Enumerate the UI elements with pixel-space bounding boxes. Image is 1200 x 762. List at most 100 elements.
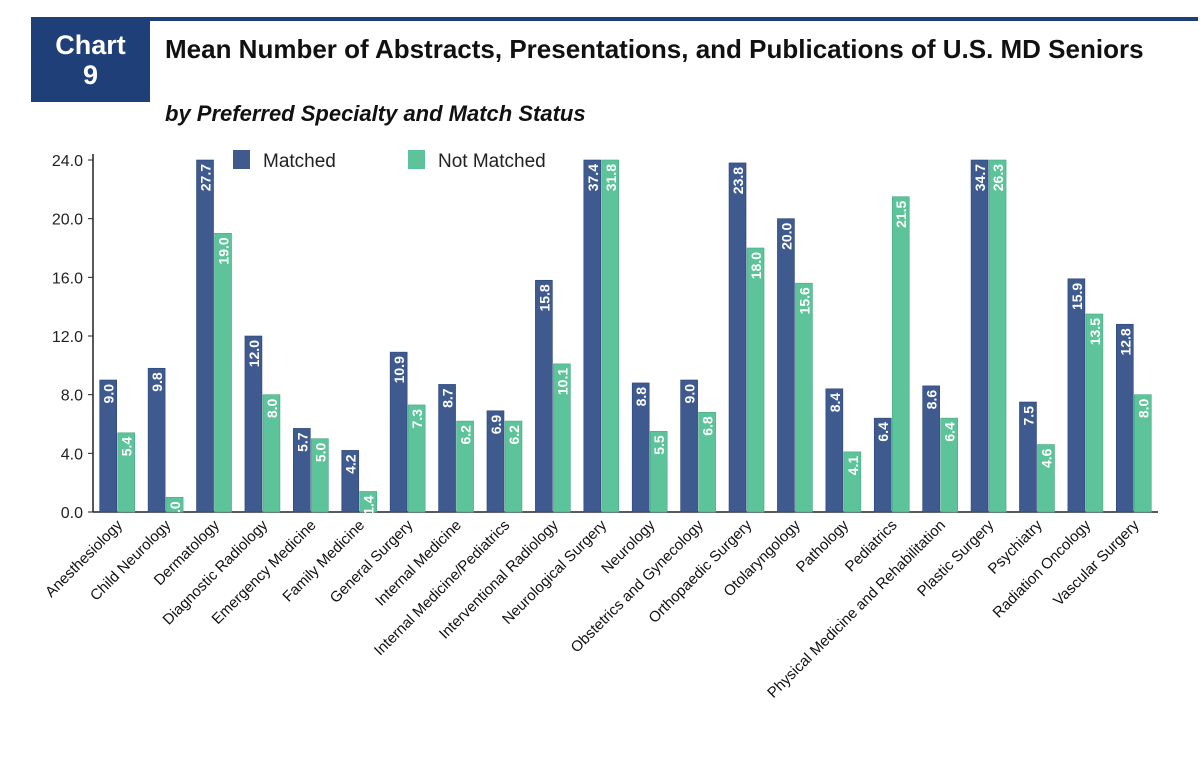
bar-value-label: 6.4 xyxy=(875,422,891,442)
bar-not-matched xyxy=(214,233,232,513)
bar-value-label: 4.2 xyxy=(343,454,359,474)
bar-value-label: 8.6 xyxy=(924,390,940,410)
bar-matched xyxy=(293,428,311,513)
bar-not-matched xyxy=(262,394,281,513)
bar-value-label: 27.7 xyxy=(198,164,214,191)
bar-matched xyxy=(486,410,505,513)
bar-value-label: 7.3 xyxy=(409,409,425,429)
x-tick-label: Vascular Surgery xyxy=(1050,516,1143,609)
x-tick-label: General Surgery xyxy=(327,516,417,606)
bar-not-matched xyxy=(407,404,426,513)
bar-value-label: 6.4 xyxy=(942,422,958,442)
bar-not-matched xyxy=(746,247,765,513)
bar-value-label: 9.0 xyxy=(682,384,698,404)
bar-matched xyxy=(196,159,214,513)
y-tick-label: 4.0 xyxy=(61,446,83,463)
header-rule xyxy=(150,17,1198,21)
bar-value-label: 1.4 xyxy=(361,495,377,515)
x-tick-label: Pathology xyxy=(793,516,853,576)
bar-matched xyxy=(873,417,892,513)
bar-value-label: 15.6 xyxy=(796,287,812,314)
legend-label-not-matched: Not Matched xyxy=(438,151,546,172)
chart-subtitle: by Preferred Specialty and Match Status xyxy=(165,101,586,126)
bar-not-matched xyxy=(891,196,910,513)
bar-matched xyxy=(631,382,650,513)
bar-value-label: 18.0 xyxy=(748,252,764,279)
bar-not-matched xyxy=(649,431,668,513)
x-tick-label: Internal Medicine xyxy=(372,517,465,610)
bar-not-matched xyxy=(504,420,523,513)
bar-not-matched xyxy=(988,159,1007,513)
bar-not-matched xyxy=(456,420,474,513)
legend-swatch-not-matched xyxy=(408,150,425,169)
bar-value-label: 23.8 xyxy=(730,167,746,194)
bar-value-label: 4.6 xyxy=(1038,448,1054,468)
bar-matched xyxy=(728,162,747,513)
bar-value-label: 13.5 xyxy=(1087,318,1103,345)
bar-value-label: 8.0 xyxy=(1135,398,1151,418)
bar-not-matched xyxy=(165,497,184,513)
bar-value-label: 12.8 xyxy=(1117,328,1133,355)
bar-matched xyxy=(825,388,844,513)
badge-label: Chart xyxy=(55,30,126,60)
bar-value-label: 5.7 xyxy=(294,432,310,452)
bar-value-label: 5.4 xyxy=(119,437,135,457)
bar-value-label: 12.0 xyxy=(246,340,262,367)
bar-value-label: 7.5 xyxy=(1020,406,1036,426)
bar-not-matched xyxy=(601,159,620,513)
bar-not-matched xyxy=(1037,444,1055,513)
y-tick-label: 0.0 xyxy=(61,505,83,522)
bar-not-matched xyxy=(940,417,958,513)
bar-matched xyxy=(389,351,408,513)
bar-value-label: 9.0 xyxy=(101,384,117,404)
x-tick-label: Family Medicine xyxy=(279,517,368,606)
bar-value-label: 10.9 xyxy=(391,356,407,383)
bar-not-matched xyxy=(795,282,813,513)
bar-value-label: 10.1 xyxy=(554,368,570,395)
bar-not-matched xyxy=(311,438,329,513)
bar-matched xyxy=(244,335,263,513)
bar-value-label: 6.2 xyxy=(506,425,522,445)
y-tick-label: 8.0 xyxy=(61,388,83,405)
bar-not-matched xyxy=(1133,394,1152,513)
chart-title: Mean Number of Abstracts, Presentations,… xyxy=(165,34,1144,64)
bar-not-matched xyxy=(117,432,136,513)
bar-value-label: 8.0 xyxy=(264,398,280,418)
bar-matched xyxy=(1067,278,1086,513)
bar-matched xyxy=(1019,401,1037,513)
bar-value-label: 19.0 xyxy=(216,237,232,264)
bar-not-matched xyxy=(553,363,571,513)
bar-value-label: 37.4 xyxy=(585,164,601,191)
bar-value-label: 6.2 xyxy=(458,425,474,445)
bar-matched xyxy=(583,159,602,513)
chart-number-badge: Chart 9 xyxy=(31,17,150,102)
bar-value-label: 4.1 xyxy=(845,456,861,476)
bar-value-label: 21.5 xyxy=(893,200,909,227)
bar-value-label: 6.8 xyxy=(700,416,716,436)
y-tick-label: 20.0 xyxy=(52,212,83,229)
bar-value-label: 6.9 xyxy=(488,415,504,435)
bar-matched xyxy=(680,379,698,513)
bar-value-label: 8.8 xyxy=(633,387,649,407)
bar-not-matched xyxy=(698,411,716,513)
bar-not-matched xyxy=(843,451,862,513)
bar-value-label: 26.3 xyxy=(990,164,1006,191)
legend-swatch-matched xyxy=(233,150,250,169)
bar-value-label: 31.8 xyxy=(603,164,619,191)
bar-matched xyxy=(341,450,360,513)
y-tick-label: 24.0 xyxy=(52,153,83,170)
bar-value-label: 5.5 xyxy=(651,435,667,455)
bar-matched xyxy=(970,159,989,513)
bar-value-label: 8.4 xyxy=(827,393,843,413)
bar-matched xyxy=(99,379,118,513)
legend-label-matched: Matched xyxy=(263,151,336,172)
y-tick-label: 16.0 xyxy=(52,270,83,287)
bar-value-label: 15.8 xyxy=(536,284,552,311)
bar-matched xyxy=(535,279,553,513)
bar-value-label: 15.9 xyxy=(1069,283,1085,310)
bar-matched xyxy=(1115,323,1134,513)
bar-value-label: 20.0 xyxy=(778,222,794,249)
bar-matched xyxy=(777,218,795,513)
bar-value-label: 5.0 xyxy=(312,442,328,462)
